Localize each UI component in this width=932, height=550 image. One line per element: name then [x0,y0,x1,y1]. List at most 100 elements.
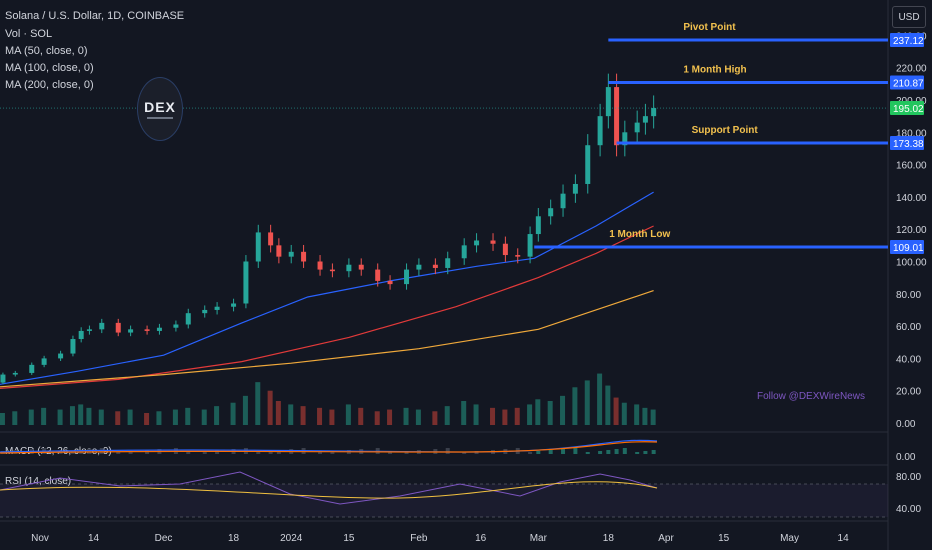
volume-bar [634,404,640,425]
volume-bar [172,409,178,425]
candle-body [445,258,451,268]
macd-histogram-bar [462,452,467,454]
macd-histogram-bar [643,451,648,454]
candle-body [432,264,438,268]
volume-bar [78,404,84,425]
x-tick-label: 18 [603,533,615,544]
macd-histogram-bar [548,450,553,454]
macd-histogram-bar [445,448,450,454]
volume-bar [415,409,421,425]
x-tick-label: 15 [718,533,730,544]
volume-bar [490,407,496,425]
y-tick-label: 140.00 [896,193,927,204]
price-badge-label: 109.01 [893,243,924,254]
price-badge [890,75,924,90]
volume-bar [432,411,438,425]
candle-body [614,87,620,146]
macd-histogram-bar [268,451,273,454]
chart-title: Solana / U.S. Dollar, 1D, COINBASE [5,10,185,22]
ma50-legend: MA (50, close, 0) [5,45,88,57]
macd-tick: 0.00 [896,452,916,463]
macd-histogram-bar [318,452,323,454]
level-annotation: 1 Month Low [609,229,670,240]
candle-body [0,374,6,383]
volume-bar [642,407,648,425]
macd-histogram-bar [622,448,627,454]
candle-body [202,309,208,314]
x-tick-label: 18 [228,533,240,544]
y-tick-label: 120.00 [896,225,927,236]
x-tick-label: Apr [658,533,674,544]
candle-body [634,122,640,133]
ma100-legend: MA (100, close, 0) [5,62,94,74]
rsi-tick: 80.00 [896,472,921,483]
candle-body [317,261,323,270]
x-tick-label: 14 [88,533,100,544]
candle-body [642,116,648,123]
volume-bar [255,382,261,425]
x-tick-label: 14 [838,533,850,544]
volume-bar [605,385,611,425]
candle-body [651,108,657,117]
volume-bar [144,413,150,425]
candle-body [276,245,282,257]
candle-body [404,269,410,285]
price-badge [890,33,924,48]
candle-body [115,322,121,333]
rsi-label: RSI (14, close) [5,476,71,487]
macd-histogram-bar [573,448,578,454]
candle-body [70,339,76,354]
volume-bar [86,407,92,425]
candle-body [502,243,508,256]
y-tick-label: 20.00 [896,387,921,398]
candle-body [288,251,294,257]
macd-histogram-bar [58,452,63,454]
volume-bar [98,409,104,425]
volume-bar [403,407,409,425]
y-tick-label: 60.00 [896,322,921,333]
macd-histogram-bar [186,452,191,454]
candle-body [243,261,249,304]
candle-body [346,264,352,272]
price-badge [890,135,924,150]
price-badge [890,101,924,116]
macd-histogram-bar [536,451,541,454]
volume-bar [444,406,450,425]
y-tick-label: 40.00 [896,354,921,365]
candle-body [86,329,92,331]
candle-body [214,306,220,310]
y-tick-label: 180.00 [896,128,927,139]
x-tick-label: Feb [410,533,428,544]
candle-body [535,216,541,235]
macd-histogram-bar [651,450,656,454]
macd-histogram-bar [606,450,611,454]
volume-bar [242,395,248,425]
volume-bar [345,404,351,425]
volume-bar [115,411,121,425]
x-tick-label: 16 [475,533,487,544]
candle-body [560,193,566,209]
volume-legend: Vol · SOL [5,28,53,40]
y-tick-label: 80.00 [896,290,921,301]
candle-body [78,330,84,340]
volume-bar [127,409,133,425]
candle-body [99,322,105,330]
macd-histogram-bar [585,452,590,454]
x-tick-label: Mar [530,533,548,544]
volume-bar [28,409,34,425]
price-badge-label: 210.87 [893,78,924,89]
volume-bar [621,402,627,425]
currency-button[interactable]: USD [892,6,926,28]
volume-bar [584,380,590,425]
y-tick-label: 160.00 [896,161,927,172]
watermark-text: Follow @DEXWireNews [757,391,865,402]
volume-bar [41,407,47,425]
ma200-legend: MA (200, close, 0) [5,79,94,91]
volume-bar [267,390,273,425]
volume-bar [547,401,553,425]
level-annotation: Pivot Point [683,22,736,33]
volume-bar [230,402,236,425]
candle-body [515,255,521,257]
volume-bar [572,387,578,425]
